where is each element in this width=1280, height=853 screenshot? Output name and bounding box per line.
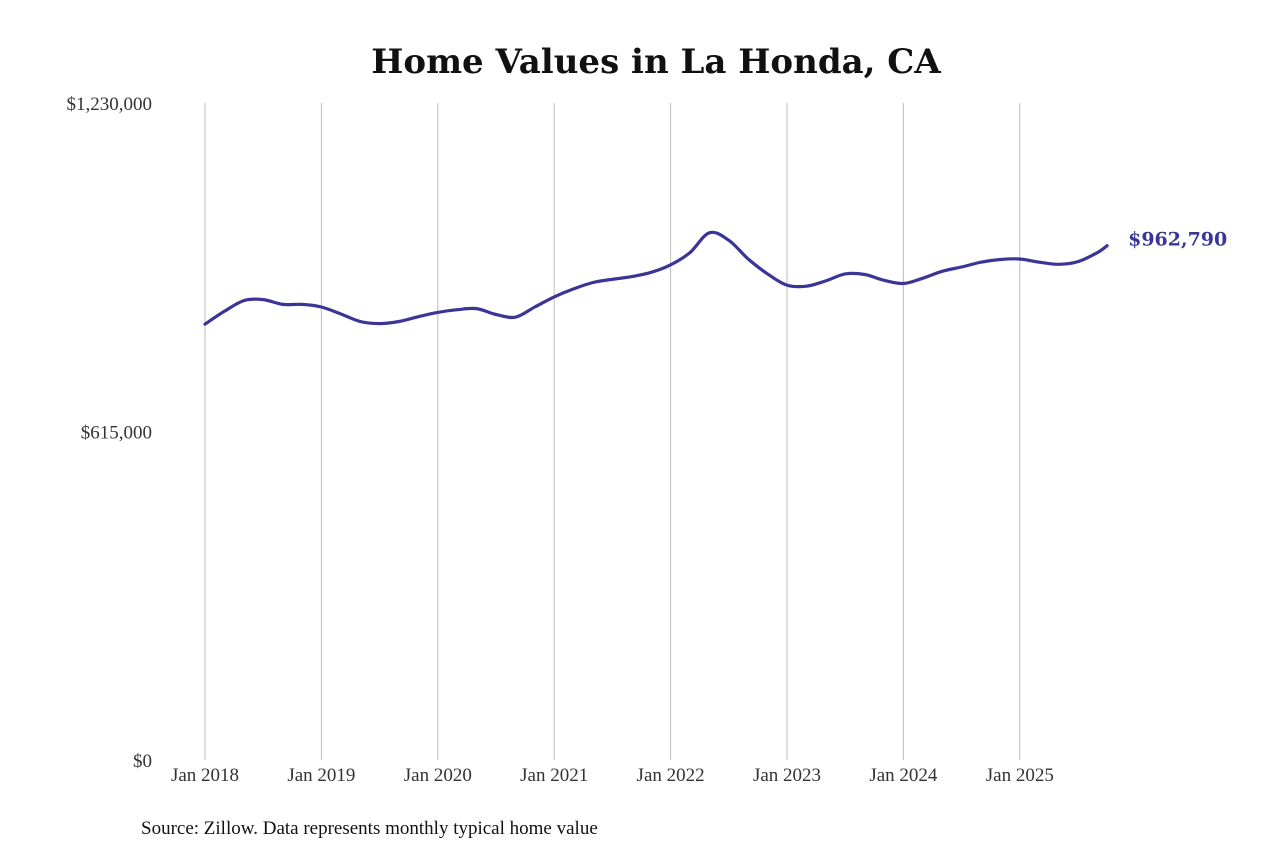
x-axis-ticks: Jan 2018 Jan 2019 Jan 2020 Jan 2021 Jan 2022… xyxy=(171,765,1054,786)
x-tick-label: Jan 2025 xyxy=(986,765,1054,786)
x-tick-label: Jan 2019 xyxy=(287,765,355,786)
end-value-label: $962,790 xyxy=(1128,229,1227,251)
x-tick-label: Jan 2024 xyxy=(869,765,938,786)
series-line xyxy=(203,230,1109,326)
x-tick-label: Jan 2018 xyxy=(171,765,239,786)
chart-title: Home Values in La Honda, CA xyxy=(371,42,941,82)
series-layer: $962,790 xyxy=(203,229,1227,326)
y-tick-label: $1,230,000 xyxy=(67,94,153,115)
x-tick-label: Jan 2022 xyxy=(637,765,705,786)
x-gridlines xyxy=(204,103,1021,760)
y-tick-label: $615,000 xyxy=(81,423,152,444)
x-tick-label: Jan 2021 xyxy=(520,765,588,786)
source-note: Source: Zillow. Data represents monthly … xyxy=(141,818,598,839)
x-tick-label: Jan 2020 xyxy=(404,765,472,786)
y-axis-ticks: $0 $615,000 $1,230,000 xyxy=(67,94,153,772)
y-tick-label: $0 xyxy=(133,751,152,772)
x-tick-label: Jan 2023 xyxy=(753,765,821,786)
